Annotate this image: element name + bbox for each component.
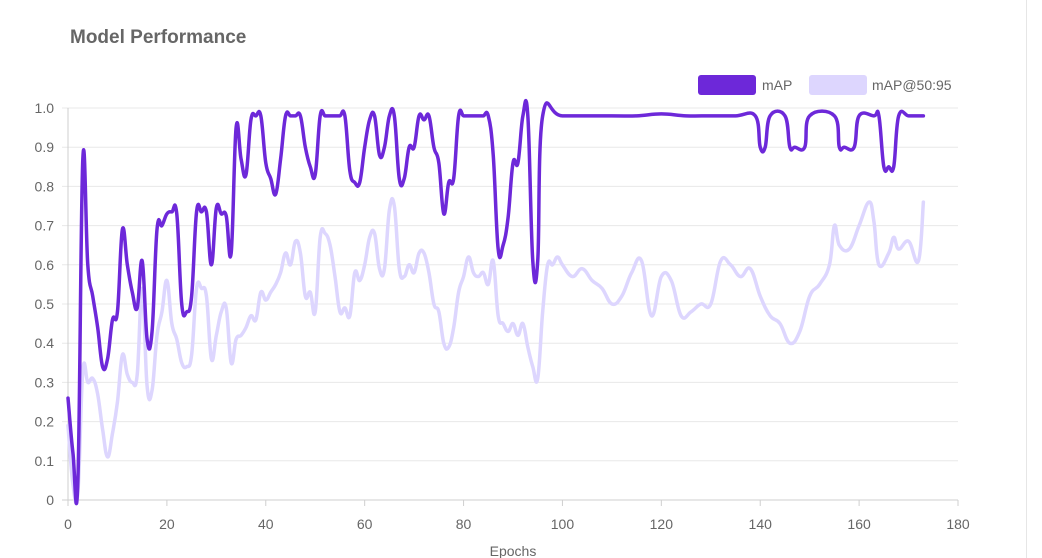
legend-swatch [698, 75, 756, 95]
legend-label: mAP@50:95 [872, 77, 952, 93]
y-tick-label: 0.9 [35, 139, 55, 155]
series-line-map-50-95 [66, 197, 926, 505]
y-tick-label: 0.2 [35, 414, 55, 430]
x-tick-label: 180 [946, 516, 970, 532]
x-tick-label: 120 [650, 516, 674, 532]
y-tick-label: 0.5 [35, 296, 55, 312]
chart-title: Model Performance [70, 27, 247, 48]
legend-swatch [809, 75, 867, 95]
x-tick-label: 40 [258, 516, 274, 532]
x-tick-label: 80 [456, 516, 472, 532]
legend-label: mAP [762, 77, 792, 93]
x-tick-label: 20 [159, 516, 175, 532]
series-line-map [66, 98, 926, 506]
y-tick-label: 1.0 [35, 100, 55, 116]
y-tick-label: 0.3 [35, 374, 55, 390]
x-tick-label: 60 [357, 516, 373, 532]
y-tick-label: 0.7 [35, 218, 55, 234]
y-tick-label: 0 [46, 492, 54, 508]
x-tick-label: 100 [551, 516, 575, 532]
x-axis-title: Epochs [490, 543, 537, 558]
panel-divider [1026, 0, 1027, 558]
x-tick-label: 160 [847, 516, 871, 532]
y-tick-label: 0.4 [35, 335, 55, 351]
y-tick-label: 0.1 [35, 453, 55, 469]
y-tick-label: 0.6 [35, 257, 55, 273]
y-tick-label: 0.8 [35, 178, 55, 194]
x-tick-label: 140 [749, 516, 773, 532]
x-tick-label: 0 [64, 516, 72, 532]
